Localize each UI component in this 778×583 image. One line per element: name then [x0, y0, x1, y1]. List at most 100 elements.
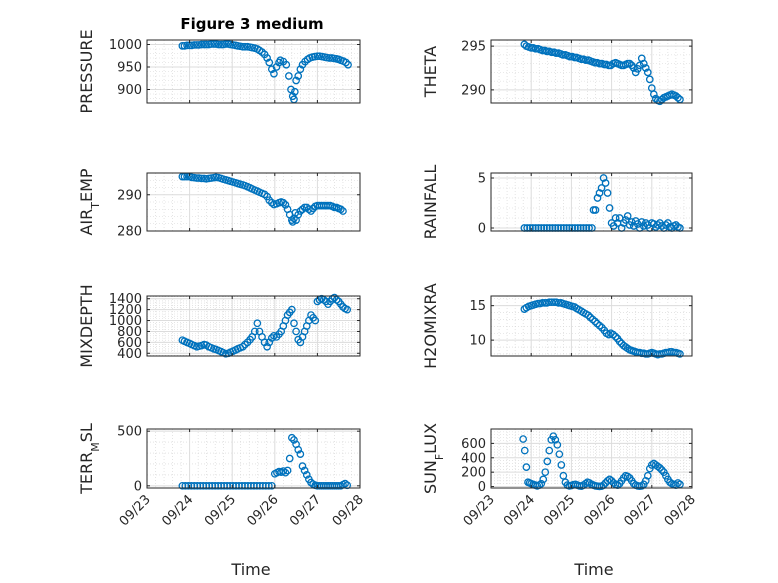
y-tick-label: 5: [478, 172, 486, 187]
data-series: [178, 433, 352, 490]
y-tick-label: 0: [478, 480, 486, 495]
data-series: [520, 40, 684, 106]
axes-box: [146, 39, 361, 104]
axes-box: [146, 295, 361, 357]
axes-box: [490, 295, 693, 357]
x-axis-label-right: Time: [573, 560, 613, 579]
y-tick-label: 0: [478, 222, 486, 237]
data-point: [519, 435, 528, 443]
x-axis-label-left: Time: [230, 560, 270, 579]
data-point: [253, 319, 262, 328]
data-point: [611, 214, 620, 222]
data-point: [290, 87, 299, 96]
data-point: [285, 454, 294, 463]
data-point: [343, 305, 352, 314]
y-axis-label-part: THETA: [421, 46, 440, 98]
data-point: [267, 334, 276, 342]
y-axis-label: TERRMSL: [77, 423, 102, 495]
data-point: [197, 40, 206, 49]
data-point: [541, 468, 550, 477]
y-tick-label: 1400: [109, 292, 142, 307]
data-point: [183, 41, 191, 50]
y-tick-label: 400: [461, 451, 486, 466]
y-axis-label: H2OMIXRA: [421, 283, 440, 369]
data-point: [635, 61, 644, 70]
plot-area: [147, 296, 360, 356]
data-series: [520, 174, 684, 232]
data-point: [623, 212, 632, 220]
data-point: [250, 327, 259, 336]
data-point: [674, 479, 682, 487]
y-tick-label: 1200: [109, 303, 142, 318]
axes-box: [146, 428, 361, 489]
data-point: [311, 316, 320, 325]
axes-box: [490, 428, 693, 489]
data-point: [241, 42, 249, 51]
data-point: [554, 299, 563, 307]
data-point: [520, 446, 529, 455]
y-tick-label: 1000: [109, 38, 142, 53]
data-point: [625, 59, 634, 68]
data-point: [553, 440, 562, 449]
data-point: [641, 64, 650, 72]
data-point: [283, 466, 292, 475]
data-point: [552, 49, 560, 57]
y-tick-label: 0: [134, 479, 142, 494]
y-axis-label: RAINFALL: [421, 165, 440, 240]
y-axis-label: PRESSURE: [77, 29, 96, 113]
data-point: [537, 479, 546, 488]
data-point: [653, 221, 662, 229]
data-point: [657, 466, 666, 474]
data-point: [214, 40, 223, 49]
y-tick-label: 1000: [109, 314, 142, 329]
y-axis-label: MIXDEPTH: [77, 284, 96, 367]
y-tick-label: 290: [461, 83, 486, 98]
data-point: [637, 218, 646, 226]
data-point: [597, 184, 606, 192]
figure-title: Figure 3 medium: [180, 15, 323, 33]
y-tick-label: 400: [117, 347, 142, 362]
data-point: [263, 342, 271, 351]
y-tick-label: 600: [117, 336, 142, 351]
data-point: [296, 450, 305, 458]
data-point: [279, 467, 288, 475]
data-series: [178, 172, 347, 226]
data-point: [282, 60, 291, 69]
data-point: [676, 350, 684, 358]
data-point: [264, 481, 273, 490]
y-tick-label: 280: [117, 225, 142, 240]
data-point: [657, 222, 666, 230]
data-point: [522, 463, 531, 471]
y-axis-label-part: LUX: [421, 423, 440, 454]
y-tick-label: 500: [117, 425, 142, 440]
data-point: [263, 54, 271, 62]
data-point: [270, 69, 278, 78]
data-point: [645, 75, 654, 84]
data-series: [178, 40, 352, 104]
data-point: [305, 205, 313, 214]
data-point: [265, 58, 274, 67]
y-axis-label-part: TERR: [77, 452, 96, 495]
data-point: [325, 54, 334, 62]
data-point: [281, 201, 290, 209]
data-point: [294, 72, 303, 80]
data-point: [302, 471, 311, 479]
y-tick-label: 600: [461, 437, 486, 452]
data-point: [623, 472, 632, 481]
data-point: [584, 311, 593, 320]
data-point: [190, 41, 199, 49]
data-point: [197, 174, 206, 183]
data-point: [341, 479, 349, 488]
data-point: [339, 207, 347, 215]
data-point: [557, 461, 566, 469]
y-axis-label: THETA: [421, 46, 440, 98]
data-point: [545, 446, 554, 455]
data-point: [290, 436, 298, 444]
data-point: [287, 433, 296, 442]
y-axis-label-part: T: [89, 202, 102, 210]
data-point: [674, 93, 682, 102]
data-point: [655, 464, 664, 472]
y-axis-label-part: RAINFALL: [421, 165, 440, 240]
subplot-pressure: 900 950 1000 PRESSURE: [77, 29, 361, 114]
